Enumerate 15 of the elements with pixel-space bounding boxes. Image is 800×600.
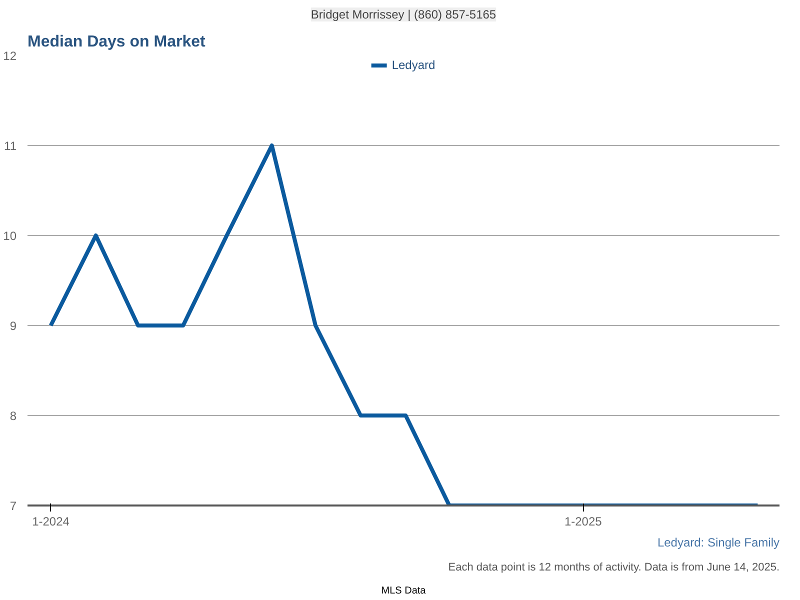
x-tick-label: 1-2025 — [564, 514, 602, 528]
chart-subtitle: Bridget Morrissey | (860) 857-5165 — [310, 8, 496, 22]
text: Ledyard: Single Family — [657, 536, 780, 550]
chart-title: Median Days on Market — [28, 34, 206, 50]
y-tick-label: 9 — [10, 319, 17, 333]
y-tick-label: 7 — [10, 499, 17, 513]
line-series — [48, 144, 760, 506]
legend-label: Ledyard — [392, 58, 436, 72]
x-tick-label: 1-2024 — [32, 514, 70, 528]
y-tick-label: 11 — [4, 139, 17, 153]
text: MLS Data — [381, 586, 426, 596]
y-tick-label: 10 — [3, 229, 17, 243]
y-tick-label: 12 — [3, 49, 17, 63]
y-tick-label: 8 — [10, 409, 17, 423]
text: Each data point is 12 months of activity. Data is from June 14, 2025. — [448, 562, 780, 574]
